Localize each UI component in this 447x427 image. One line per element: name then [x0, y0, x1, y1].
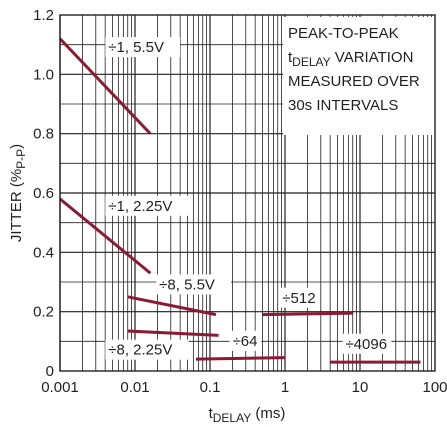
annotation-line-1: PEAK-TO-PEAK [288, 25, 399, 42]
grid [59, 15, 435, 371]
series-lines [58, 37, 421, 364]
y-tick-label: 0 [46, 363, 54, 380]
series-label-background [279, 287, 320, 308]
series-label-background [342, 333, 392, 354]
x-tick-label: 0.001 [41, 379, 79, 396]
y-tick-label: 1.2 [33, 7, 54, 24]
x-axis-title: tDELAY (ms) [209, 405, 286, 425]
x-tick-label: 1 [281, 379, 289, 396]
y-tick-label: 0.4 [33, 244, 54, 261]
series-label: ÷8, 2.25V [108, 342, 172, 359]
series-line [127, 329, 219, 337]
series-line [58, 37, 152, 135]
series-label-background [105, 339, 189, 360]
annotation-line-3: MEASURED OVER [288, 73, 420, 90]
annotation-background [283, 17, 435, 135]
x-tick-label: 0.01 [120, 379, 149, 396]
series-line [127, 295, 217, 317]
annotation-line-2: tDELAY VARIATION [288, 49, 413, 69]
series-label-background [156, 274, 231, 295]
plot-frame [59, 14, 436, 372]
series-line [262, 311, 353, 317]
series-line [59, 197, 152, 275]
x-tick-label: 100 [422, 379, 447, 396]
annotation-box: PEAK-TO-PEAK tDELAY VARIATION MEASURED O… [283, 17, 435, 135]
series-label: ÷4096 [345, 336, 387, 353]
y-tick-label: 0.2 [33, 304, 54, 321]
series-labels: ÷1, 5.5V ÷1, 2.25V ÷8, 5.5V ÷8, 2.25V ÷64 ÷51… [105, 37, 392, 360]
series-label-background [105, 37, 181, 58]
x-tick-label: 0.1 [200, 379, 221, 396]
tick-labels: 0.001 0.01 0.1 1 10 100 0 0.2 0.4 0.6 0.8 1.0 1.2 [33, 7, 447, 396]
y-tick-label: 1.0 [33, 66, 54, 83]
x-tick-label: 10 [352, 379, 369, 396]
y-tick-label: 0.6 [33, 185, 54, 202]
series-label: ÷512 [282, 290, 315, 307]
y-axis-title: JITTER (%P-P) [8, 144, 28, 242]
series-line [195, 356, 286, 361]
series-label: ÷1, 2.25V [108, 198, 172, 215]
series-label: ÷1, 5.5V [108, 39, 164, 56]
series-label-background [229, 330, 262, 351]
annotation-line-4: 30s INTERVALS [288, 97, 398, 114]
series-label: ÷8, 5.5V [159, 276, 215, 293]
y-tick-label: 0.8 [33, 126, 54, 143]
series-label-background [105, 195, 189, 216]
series-label: ÷64 [233, 333, 258, 350]
